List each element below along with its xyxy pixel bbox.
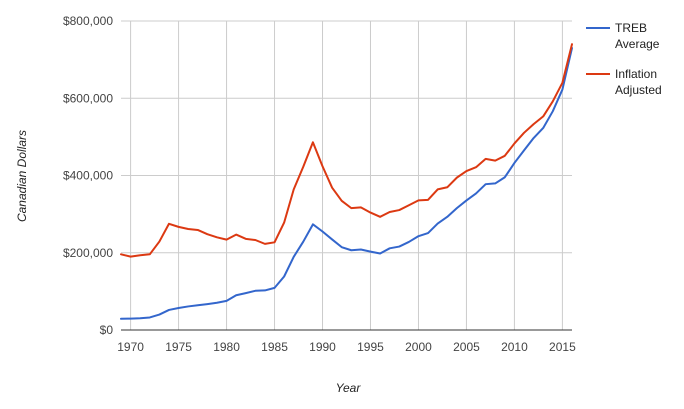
x-tick-label: 2000 <box>405 340 432 354</box>
y-tick-label: $0 <box>100 323 114 337</box>
x-tick-label: 1975 <box>165 340 192 354</box>
legend-label: TREB Average <box>615 21 660 51</box>
x-axis-title: Year <box>336 381 362 395</box>
x-tick-label: 2010 <box>501 340 528 354</box>
legend: TREB Average Inflation Adjusted <box>586 21 662 97</box>
y-axis-title: Canadian Dollars <box>15 130 29 222</box>
y-tick-label: $200,000 <box>63 246 113 260</box>
x-tick-label: 2005 <box>453 340 480 354</box>
grid <box>121 20 572 330</box>
y-tick-label: $600,000 <box>63 91 113 105</box>
y-tick-label: $800,000 <box>63 14 113 28</box>
x-tick-label: 1985 <box>261 340 288 354</box>
axes: $0 $200,000 $400,000 $600,000 $800,000 1970 19… <box>63 14 576 354</box>
series-line-treb-average <box>120 47 573 320</box>
x-tick-label: 1970 <box>117 340 144 354</box>
x-tick-label: 1990 <box>309 340 336 354</box>
x-tick-label: 2015 <box>549 340 576 354</box>
legend-label: Inflation Adjusted <box>615 67 662 97</box>
y-tick-label: $400,000 <box>63 169 113 183</box>
x-tick-label: 1995 <box>357 340 384 354</box>
x-tick-label: 1980 <box>213 340 240 354</box>
series-line-inflation-adjusted <box>120 43 573 258</box>
series-lines <box>120 43 573 320</box>
